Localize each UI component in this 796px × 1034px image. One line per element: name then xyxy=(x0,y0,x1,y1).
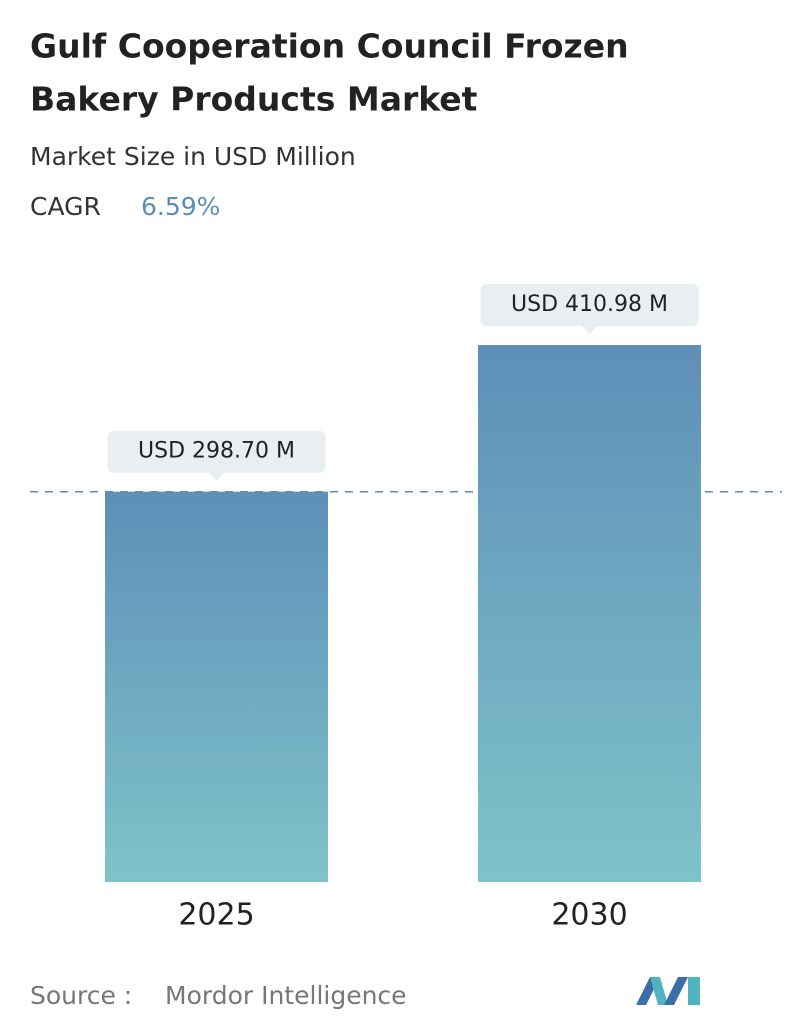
value-label-box xyxy=(107,430,326,473)
bar xyxy=(105,491,328,882)
value-label-box xyxy=(480,284,699,326)
x-tick-label: 2025 xyxy=(178,898,254,933)
source: Mordor Intelligence xyxy=(165,981,407,1010)
value-label-pointer xyxy=(581,326,598,334)
chart-title: Gulf Cooperation Council Frozen xyxy=(30,27,629,66)
cagr-value: 6.59% xyxy=(141,192,220,221)
x-tick-label: 2030 xyxy=(551,898,627,933)
chart-title: Bakery Products Market xyxy=(30,80,478,119)
value-label-pointer xyxy=(208,472,225,481)
value-label: USD 410.98 M xyxy=(511,292,668,317)
bar xyxy=(478,345,701,882)
cagr-label: CAGR xyxy=(30,192,101,221)
source-label: Source : xyxy=(30,981,132,1010)
value-label: USD 298.70 M xyxy=(138,439,295,464)
logo xyxy=(636,977,700,1005)
subtitle: Market Size in USD Million xyxy=(30,142,356,171)
